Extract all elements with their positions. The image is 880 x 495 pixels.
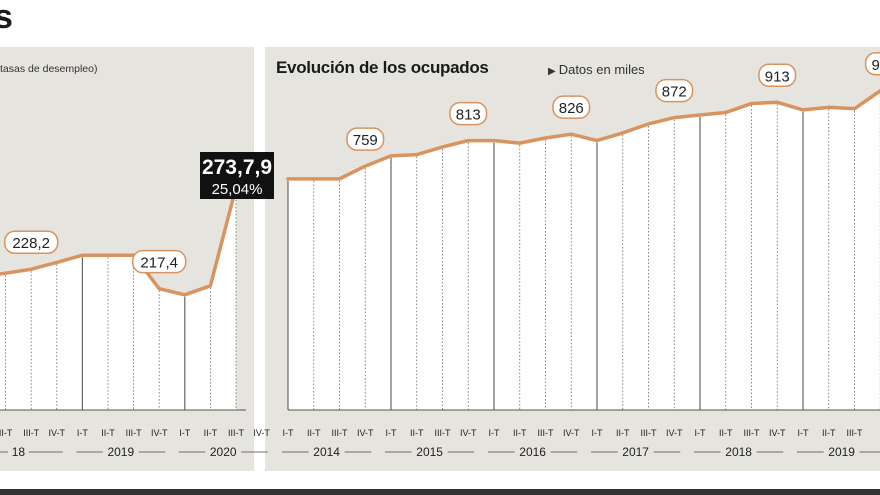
x-tick-label: IV-T	[357, 428, 374, 438]
x-tick-label: I-T	[489, 428, 500, 438]
x-tick-label: I-T	[592, 428, 603, 438]
x-tick-label: IV-T	[460, 428, 477, 438]
year-label-bg	[308, 445, 345, 458]
x-tick-label: II-T	[410, 428, 424, 438]
x-tick-label: IV-T	[769, 428, 786, 438]
right-chart-note: ▶ Datos en miles	[548, 62, 645, 77]
data-label: 813	[456, 107, 481, 124]
year-label-bg	[205, 445, 242, 458]
year-label-bg	[514, 445, 551, 458]
x-tick-label: III-T	[332, 428, 348, 438]
highlight-box	[200, 152, 274, 199]
x-tick-label: IV-T	[151, 428, 168, 438]
year-label: 2018	[725, 445, 752, 459]
year-label-bg	[7, 445, 29, 458]
x-tick-label: I-T	[386, 428, 397, 438]
data-label-box	[3, 230, 59, 254]
year-label-bg	[720, 445, 757, 458]
x-tick-label: III-T	[126, 428, 142, 438]
x-tick-label: II-T	[719, 428, 733, 438]
data-label-box	[449, 101, 488, 126]
year-label: 2020	[210, 445, 237, 459]
right-chart-title: Evolución de los ocupados	[276, 58, 489, 77]
page-title: s	[0, 0, 13, 36]
data-label: 872	[662, 84, 687, 101]
left-chart-subtitle: tasas de desempleo)	[0, 63, 98, 75]
x-tick-label: III-T	[435, 428, 451, 438]
x-tick-label: II-T	[204, 428, 218, 438]
x-tick-label: III-T	[23, 428, 39, 438]
year-label: 2016	[519, 445, 546, 459]
x-tick-label: I-T	[283, 428, 294, 438]
year-label-bg	[411, 445, 448, 458]
year-label-bg	[102, 445, 139, 458]
x-tick-label: II-T	[616, 428, 630, 438]
area-fill-0	[0, 187, 236, 410]
x-tick-label: II-T	[822, 428, 836, 438]
area-fill-1	[288, 90, 880, 410]
right-chart-note-text: Datos en miles	[558, 62, 645, 77]
x-tick-label: I-T	[77, 428, 88, 438]
data-label: 217,4	[140, 255, 178, 272]
x-tick-label: III-T	[847, 428, 863, 438]
x-tick-label: II-T	[513, 428, 527, 438]
data-label-box	[346, 127, 385, 151]
year-label-bg	[617, 445, 654, 458]
year-label: 2019	[107, 445, 134, 459]
x-tick-label: I-T	[695, 428, 706, 438]
data-label-box	[758, 63, 797, 88]
data-label: 228,2	[12, 235, 50, 252]
data-label-box	[131, 249, 187, 274]
year-label: 2019	[828, 445, 855, 459]
x-tick-label: I-T	[179, 428, 190, 438]
x-tick-label: I-T	[798, 428, 809, 438]
year-label: 2015	[416, 445, 443, 459]
triangle-icon: ▶	[548, 66, 556, 77]
data-label: 826	[559, 100, 584, 117]
x-tick-label: IV-T	[49, 428, 66, 438]
year-label-bg	[823, 445, 860, 458]
data-label: 759	[353, 132, 378, 149]
x-tick-label: III-T	[538, 428, 554, 438]
x-tick-label: IV-T	[253, 428, 270, 438]
x-tick-label: IV-T	[666, 428, 683, 438]
x-tick-label: II-T	[0, 428, 13, 438]
x-tick-label: III-T	[641, 428, 657, 438]
year-label: 18	[12, 445, 26, 459]
data-label-box	[655, 78, 694, 103]
x-tick-label: II-T	[101, 428, 115, 438]
series-line-0	[0, 185, 238, 297]
highlight-rate: 25,04%	[212, 181, 263, 198]
data-label-box	[552, 95, 591, 119]
year-label: 2014	[313, 445, 340, 459]
year-label: 2017	[622, 445, 649, 459]
data-label: 913	[765, 68, 790, 85]
series-line-1	[286, 89, 880, 181]
x-tick-label: III-T	[228, 428, 244, 438]
x-tick-label: III-T	[744, 428, 760, 438]
bottom-rule	[0, 489, 880, 495]
data-label: 94	[871, 57, 880, 74]
highlight-value: 273,7,9	[202, 156, 272, 179]
x-tick-label: II-T	[307, 428, 321, 438]
x-tick-label: IV-T	[563, 428, 580, 438]
